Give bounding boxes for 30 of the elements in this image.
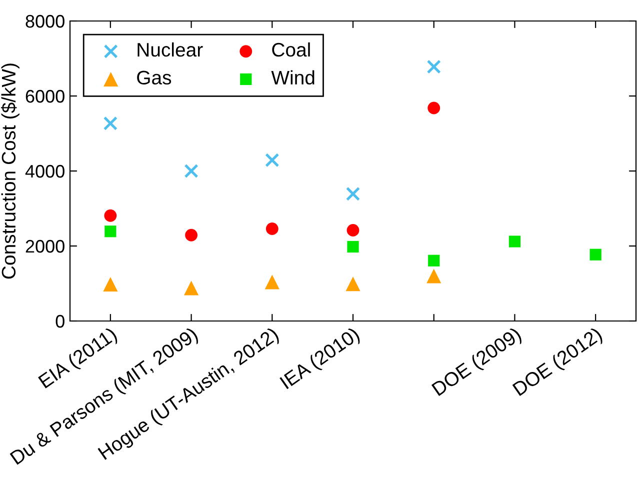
y-tick-label: 8000 (26, 14, 64, 28)
point (346, 186, 360, 201)
legend-label: Gas (137, 70, 172, 85)
y-axis-title: Construction Cost ($/kW) (0, 64, 20, 279)
point (428, 102, 440, 114)
y-tick-label: 0 (56, 314, 64, 328)
y-tick-label: 2000 (26, 240, 64, 253)
legend-label: Coal (272, 42, 310, 57)
point (428, 254, 440, 266)
point (265, 153, 280, 168)
y-tick-label: 4000 (25, 164, 64, 178)
legend-label: Nuclear (138, 42, 203, 57)
y-tick-label: 6000 (26, 90, 64, 103)
point (426, 268, 442, 284)
point (590, 248, 602, 260)
point (104, 209, 117, 222)
point (266, 222, 278, 235)
point (264, 274, 280, 290)
point (346, 276, 360, 292)
point (184, 164, 198, 178)
point (104, 226, 116, 238)
point (103, 116, 118, 130)
point (184, 280, 199, 296)
point (103, 276, 118, 292)
point (346, 224, 360, 236)
point (508, 236, 521, 248)
point (347, 240, 359, 253)
point (426, 60, 441, 74)
point (185, 228, 198, 242)
legend-label: Wind (271, 70, 314, 85)
